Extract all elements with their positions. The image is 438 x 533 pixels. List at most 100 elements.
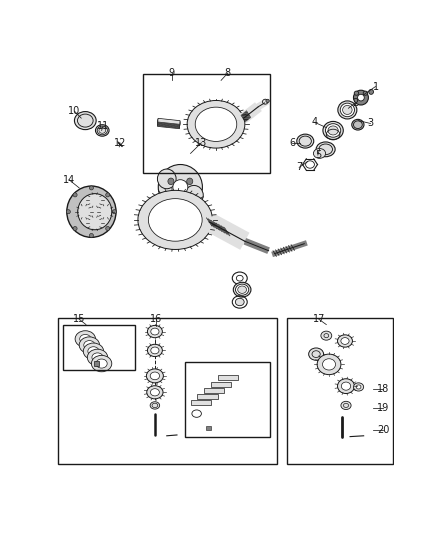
Polygon shape — [158, 122, 180, 127]
Ellipse shape — [147, 386, 163, 399]
Polygon shape — [191, 400, 211, 405]
Ellipse shape — [321, 331, 332, 340]
Polygon shape — [158, 120, 180, 126]
Ellipse shape — [187, 178, 193, 184]
Ellipse shape — [106, 227, 110, 231]
Polygon shape — [158, 119, 180, 125]
Text: 18: 18 — [377, 384, 389, 394]
Ellipse shape — [357, 94, 364, 101]
Ellipse shape — [67, 186, 116, 237]
Ellipse shape — [88, 217, 101, 229]
Text: 10: 10 — [68, 106, 81, 116]
Ellipse shape — [146, 369, 163, 383]
Ellipse shape — [75, 330, 95, 347]
Ellipse shape — [158, 165, 202, 209]
Ellipse shape — [235, 298, 244, 306]
Polygon shape — [158, 123, 180, 129]
Bar — [58, 318, 277, 464]
Text: 8: 8 — [225, 68, 231, 78]
Ellipse shape — [338, 101, 357, 119]
Bar — [287, 318, 392, 464]
Text: 17: 17 — [313, 314, 325, 324]
Ellipse shape — [316, 142, 335, 157]
Ellipse shape — [81, 208, 87, 215]
Ellipse shape — [73, 227, 77, 231]
Ellipse shape — [325, 124, 341, 137]
Ellipse shape — [343, 106, 352, 115]
Ellipse shape — [113, 209, 117, 214]
Text: 16: 16 — [150, 314, 162, 324]
Ellipse shape — [314, 149, 325, 158]
Ellipse shape — [148, 325, 162, 338]
Ellipse shape — [236, 284, 249, 295]
Ellipse shape — [150, 402, 159, 409]
Polygon shape — [158, 121, 180, 127]
Ellipse shape — [266, 99, 269, 102]
Ellipse shape — [89, 186, 93, 190]
Ellipse shape — [369, 90, 374, 94]
Ellipse shape — [353, 383, 364, 391]
Ellipse shape — [322, 359, 336, 370]
Ellipse shape — [99, 206, 112, 218]
Text: 4: 4 — [311, 117, 318, 127]
Bar — [206, 426, 211, 430]
Ellipse shape — [338, 335, 353, 347]
Ellipse shape — [79, 337, 99, 353]
Ellipse shape — [78, 193, 112, 230]
Ellipse shape — [92, 353, 103, 362]
Ellipse shape — [92, 220, 98, 227]
Ellipse shape — [157, 169, 176, 189]
Ellipse shape — [80, 334, 91, 343]
Bar — [143, 74, 270, 173]
Ellipse shape — [151, 328, 159, 335]
Polygon shape — [218, 375, 238, 381]
Text: 1: 1 — [372, 82, 378, 92]
Ellipse shape — [354, 91, 359, 95]
Ellipse shape — [352, 119, 364, 130]
Ellipse shape — [323, 122, 343, 140]
Ellipse shape — [356, 385, 361, 389]
Ellipse shape — [338, 379, 354, 393]
Ellipse shape — [195, 107, 237, 141]
Text: 15: 15 — [73, 314, 85, 324]
Text: 19: 19 — [377, 403, 389, 413]
Bar — [94, 361, 99, 366]
Ellipse shape — [353, 90, 368, 105]
Ellipse shape — [341, 382, 351, 390]
Ellipse shape — [151, 347, 159, 354]
Polygon shape — [158, 119, 180, 126]
Ellipse shape — [340, 103, 354, 117]
Polygon shape — [211, 382, 231, 386]
Bar — [185, 361, 270, 438]
Ellipse shape — [73, 193, 77, 197]
Ellipse shape — [95, 125, 109, 136]
Ellipse shape — [88, 347, 99, 356]
Polygon shape — [197, 394, 218, 399]
Polygon shape — [204, 388, 224, 393]
Text: 9: 9 — [169, 68, 175, 78]
Text: 12: 12 — [114, 138, 126, 148]
Ellipse shape — [309, 348, 324, 360]
Ellipse shape — [84, 341, 95, 350]
Ellipse shape — [173, 180, 188, 195]
Text: 14: 14 — [63, 175, 75, 185]
Ellipse shape — [341, 337, 349, 344]
Ellipse shape — [106, 193, 110, 197]
Text: 11: 11 — [97, 122, 109, 131]
Ellipse shape — [99, 127, 106, 133]
Bar — [63, 325, 134, 370]
Ellipse shape — [83, 343, 104, 359]
Ellipse shape — [184, 185, 203, 205]
Ellipse shape — [328, 126, 338, 135]
Ellipse shape — [238, 286, 247, 293]
Ellipse shape — [102, 208, 109, 215]
Ellipse shape — [148, 344, 162, 357]
Ellipse shape — [138, 190, 212, 249]
Ellipse shape — [341, 401, 351, 409]
Ellipse shape — [297, 134, 314, 148]
Ellipse shape — [168, 178, 174, 184]
Ellipse shape — [96, 359, 107, 368]
Ellipse shape — [262, 99, 268, 104]
Text: 5: 5 — [314, 150, 321, 160]
Ellipse shape — [150, 372, 159, 379]
